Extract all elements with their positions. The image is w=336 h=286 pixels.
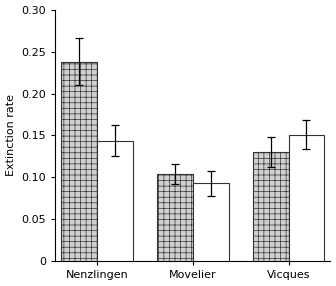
Bar: [61, 61, 97, 261]
Bar: [157, 174, 193, 261]
Y-axis label: Extinction rate: Extinction rate: [6, 94, 15, 176]
Bar: [289, 135, 325, 261]
Bar: [97, 140, 133, 261]
Bar: [193, 183, 228, 261]
Bar: [253, 152, 289, 261]
